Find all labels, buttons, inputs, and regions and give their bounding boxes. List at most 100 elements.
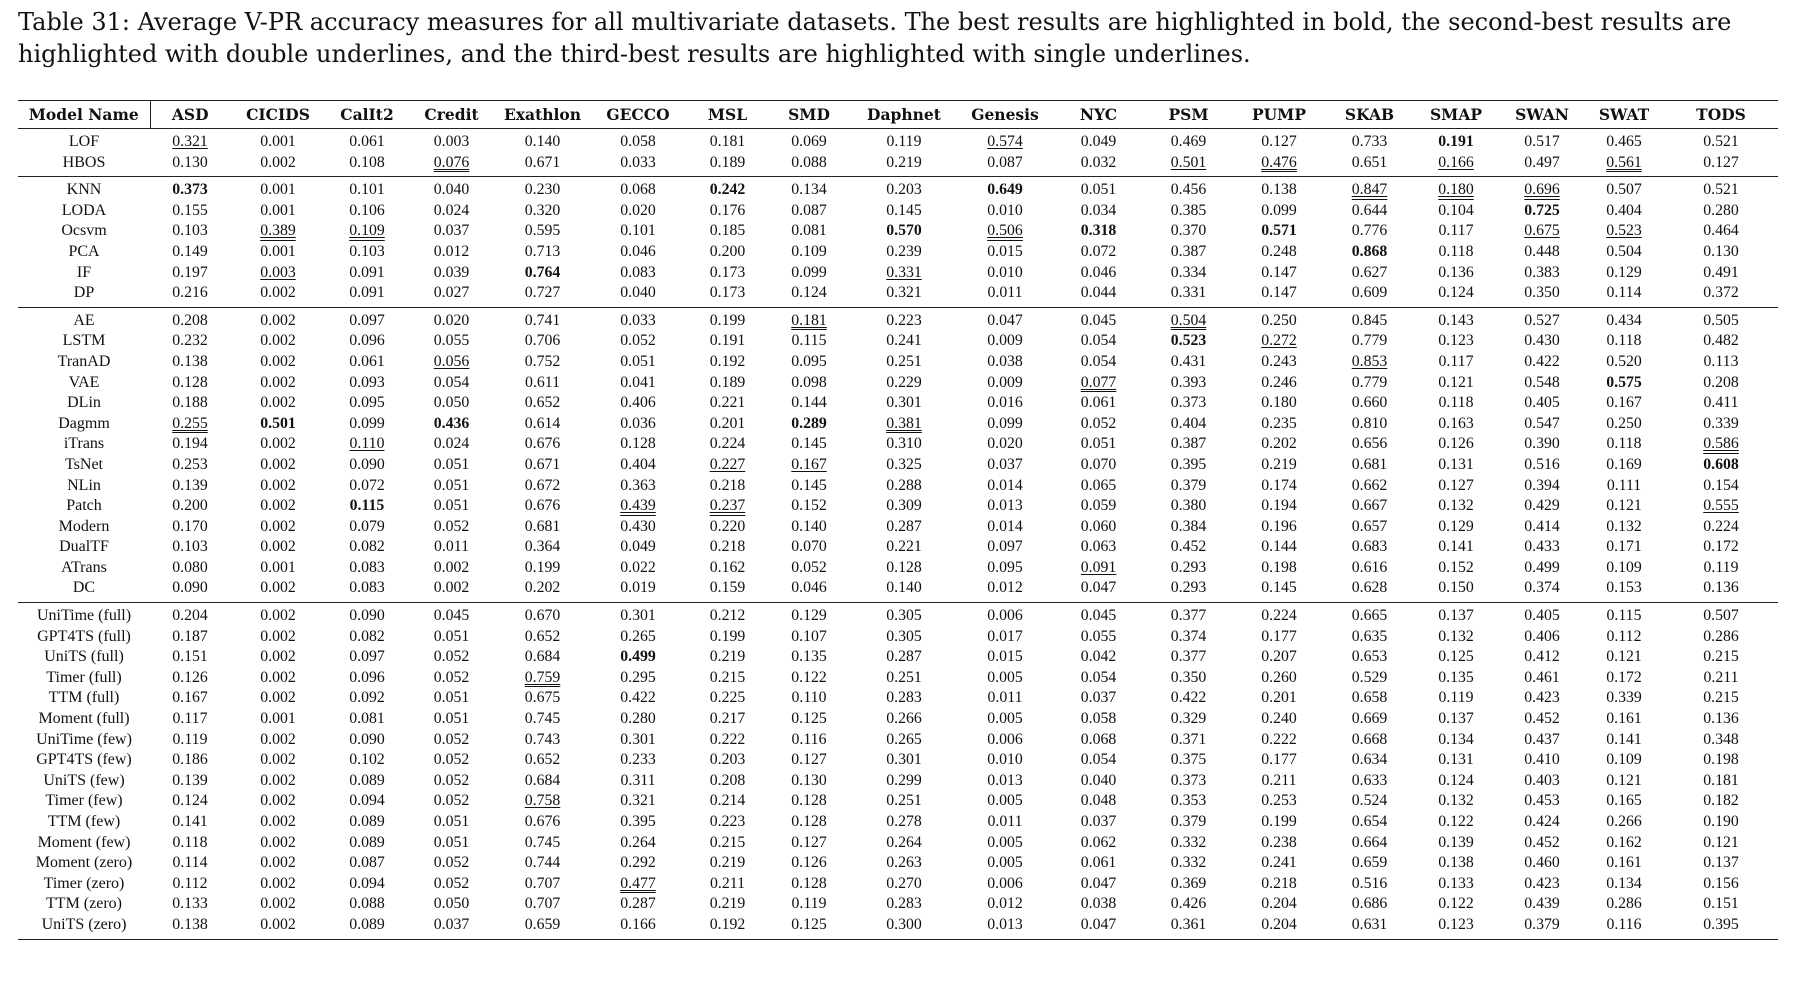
- value-cell: 0.108: [326, 153, 408, 177]
- value-cell: 0.052: [408, 874, 495, 895]
- value-text: 0.426: [1170, 895, 1207, 913]
- value-text: 0.005: [987, 710, 1023, 728]
- column-header-asd: ASD: [150, 100, 230, 129]
- value-text: 0.233: [620, 751, 656, 769]
- model-name-cell: LOF: [68, 133, 100, 150]
- value-cell: 0.097: [326, 647, 408, 668]
- value-cell: 0.676: [495, 434, 590, 455]
- value-cell: 0.776: [1327, 221, 1412, 242]
- value-cell: 0.656: [1327, 434, 1412, 455]
- value-cell: 0.651: [1327, 153, 1412, 177]
- value-text: 0.047: [987, 311, 1023, 329]
- value-text: 0.087: [987, 153, 1023, 171]
- value-text: 0.390: [1524, 435, 1560, 453]
- value-cell: 0.051: [408, 455, 495, 476]
- value-text: 0.132: [1438, 792, 1474, 810]
- value-cell: 0.633: [1327, 771, 1412, 792]
- value-text: 0.051: [433, 833, 470, 851]
- value-text: 0.654: [1351, 813, 1388, 830]
- value-cell: 0.010: [959, 750, 1051, 771]
- value-text: 0.080: [172, 558, 208, 576]
- value-cell: 0.145: [849, 201, 959, 222]
- value-text: 0.521: [1703, 133, 1739, 150]
- value-text: 0.097: [349, 648, 385, 666]
- value-text: 0.124: [172, 792, 208, 810]
- value-text: 0.181: [1703, 771, 1739, 789]
- value-text: 0.123: [1438, 332, 1474, 350]
- model-name-cell: VAE: [68, 373, 100, 391]
- value-cell: 0.180: [1231, 393, 1327, 414]
- value-cell: 0.202: [1231, 434, 1327, 455]
- value-cell: 0.334: [1146, 263, 1231, 284]
- value-cell: 0.387: [1146, 434, 1231, 455]
- value-cell: 0.087: [326, 853, 408, 874]
- column-header-credit: Credit: [408, 100, 495, 129]
- value-text: 0.212: [709, 607, 746, 625]
- table-row: UniTS (full) 0.151 0.002 0.097 0.052 0.684 0.4…: [18, 647, 1778, 668]
- value-cell: 0.002: [230, 771, 326, 792]
- value-cell: 0.002: [230, 730, 326, 751]
- value-text: 0.162: [709, 558, 746, 576]
- value-cell: 0.129: [1412, 517, 1500, 538]
- value-text: 0.684: [524, 771, 561, 789]
- value-text: 0.414: [1524, 517, 1560, 535]
- value-cell: 0.373: [1146, 771, 1231, 792]
- value-cell: 0.033: [590, 306, 686, 332]
- value-cell: 0.201: [1231, 688, 1327, 709]
- value-cell: 0.266: [1584, 812, 1664, 833]
- value-text: 0.675: [524, 689, 561, 707]
- value-text: 0.009: [987, 332, 1023, 350]
- value-text: 0.002: [433, 558, 470, 576]
- value-text: 0.200: [709, 242, 746, 260]
- header-row: Model Name ASD CICIDS CalIt2 Credit Exathlon G…: [18, 100, 1778, 129]
- value-cell: 0.505: [1664, 306, 1778, 332]
- value-cell: 0.112: [150, 874, 230, 895]
- value-cell: 0.090: [326, 602, 408, 627]
- value-cell: 0.675: [495, 688, 590, 709]
- value-text: 0.506: [987, 222, 1023, 240]
- value-cell: 0.764: [495, 263, 590, 284]
- value-cell: 0.329: [1146, 709, 1231, 730]
- value-cell: 0.123: [1412, 915, 1500, 939]
- value-text: 0.144: [791, 394, 827, 412]
- value-cell: 0.099: [769, 263, 849, 284]
- value-text: 0.038: [1080, 895, 1117, 913]
- value-cell: 0.046: [769, 578, 849, 602]
- value-cell: 0.047: [1051, 915, 1146, 939]
- value-cell: 0.147: [1231, 263, 1327, 284]
- model-name-cell: Timer (full): [46, 668, 122, 686]
- value-text: 0.745: [524, 833, 561, 851]
- value-cell: 0.092: [326, 688, 408, 709]
- value-cell: 0.134: [1584, 874, 1664, 895]
- value-cell: 0.405: [1500, 393, 1584, 414]
- value-cell: 0.361: [1146, 915, 1231, 939]
- value-text: 0.112: [1606, 627, 1642, 645]
- value-text: 0.477: [620, 874, 656, 892]
- value-cell: 0.653: [1327, 647, 1412, 668]
- table-caption: Table 31: Average V-PR accuracy measures…: [18, 8, 1732, 68]
- value-text: 0.113: [1703, 352, 1739, 370]
- value-text: 0.050: [433, 394, 470, 412]
- value-cell: 0.501: [230, 414, 326, 435]
- value-text: 0.054: [1080, 751, 1117, 769]
- value-cell: 0.222: [1231, 730, 1327, 751]
- value-text: 0.112: [172, 874, 208, 892]
- value-text: 0.507: [1606, 181, 1642, 199]
- value-text: 0.200: [172, 497, 208, 515]
- value-text: 0.020: [620, 201, 656, 219]
- value-cell: 0.434: [1584, 306, 1664, 332]
- value-text: 0.033: [620, 311, 656, 329]
- value-cell: 0.002: [230, 578, 326, 602]
- value-text: 0.214: [709, 792, 746, 810]
- value-text: 0.219: [709, 648, 746, 666]
- value-cell: 0.138: [150, 915, 230, 939]
- value-cell: 0.745: [495, 709, 590, 730]
- value-text: 0.151: [172, 648, 208, 666]
- value-cell: 0.662: [1327, 476, 1412, 497]
- value-text: 0.218: [709, 538, 746, 556]
- value-text: 0.628: [1351, 579, 1388, 597]
- value-cell: 0.006: [959, 602, 1051, 627]
- value-cell: 0.011: [959, 812, 1051, 833]
- table-row: Moment (full) 0.117 0.001 0.081 0.051 0.745 0.…: [18, 709, 1778, 730]
- value-cell: 0.707: [495, 874, 590, 895]
